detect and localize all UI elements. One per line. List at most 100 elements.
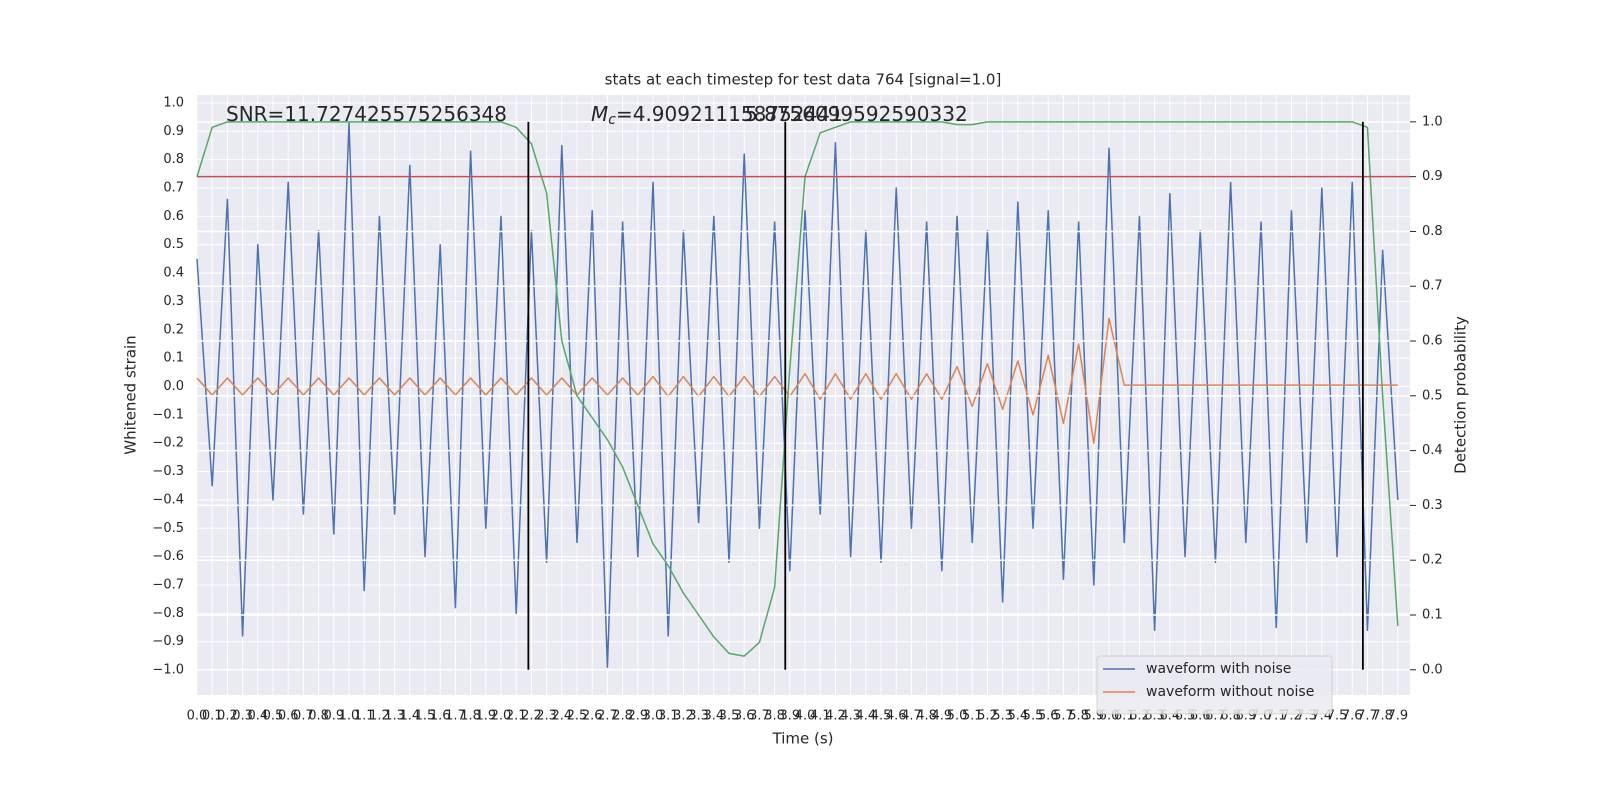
- y-tick-label: 1.0: [163, 95, 184, 110]
- y-tick-label: 0.1: [163, 351, 184, 366]
- y-tick-label: 0.3: [163, 294, 184, 309]
- x-tick-label: 1.0: [339, 709, 360, 724]
- x-tick-label: 2.8: [612, 709, 633, 724]
- x-tick-label: 3.4: [703, 709, 724, 724]
- x-tick-label: 2.0: [491, 709, 512, 724]
- y2-tick-label: 0.5: [1422, 388, 1443, 403]
- x-tick-label: 1.1: [354, 709, 375, 724]
- y-tick-label: 0.2: [163, 322, 184, 337]
- x-tick-label: 4.3: [840, 709, 861, 724]
- x-tick-label: 0.4: [247, 709, 268, 724]
- annotation: Mc=4.909211158752441: [591, 102, 843, 129]
- y-tick-label: 0.7: [163, 181, 184, 196]
- y-tick-label: 0.4: [163, 266, 184, 281]
- x-tick-label: 1.8: [460, 709, 481, 724]
- x-tick-label: 3.3: [688, 709, 709, 724]
- y-tick-label: −0.4: [152, 492, 184, 507]
- y2-tick-label: 0.1: [1422, 608, 1443, 623]
- x-tick-label: 4.1: [810, 709, 831, 724]
- y-tick-label: 0.8: [163, 152, 184, 167]
- x-tick-label: 5.8: [1068, 709, 1089, 724]
- x-tick-label: 4.2: [825, 709, 846, 724]
- y2-tick-label: 0.6: [1422, 334, 1443, 349]
- annotation-subscript: c: [608, 112, 616, 128]
- y-tick-label: 0.9: [163, 124, 184, 139]
- annotation-text: =4.909211158752441: [616, 102, 843, 126]
- x-tick-label: 0.8: [308, 709, 329, 724]
- series-line: [196, 122, 1399, 668]
- legend-label: waveform with noise: [1146, 661, 1291, 677]
- x-tick-label: 3.9: [779, 709, 800, 724]
- x-tick-label: 4.6: [886, 709, 907, 724]
- legend-label: waveform without noise: [1146, 684, 1314, 700]
- annotation-symbol: M: [591, 102, 608, 126]
- series-line: [196, 317, 1398, 444]
- annotation: SNR=11.727425575256348: [226, 102, 507, 126]
- x-tick-label: 3.8: [764, 709, 785, 724]
- x-tick-label: 5.7: [1053, 709, 1074, 724]
- y2-tick-label: 0.9: [1422, 169, 1443, 184]
- x-tick-label: 0.2: [217, 709, 238, 724]
- y2-tick-label: 0.0: [1422, 662, 1443, 677]
- y-tick-label: −0.5: [152, 521, 184, 536]
- annotation: 5.8756099592590332: [745, 102, 968, 126]
- x-tick-label: 1.7: [445, 709, 466, 724]
- x-tick-label: 1.3: [384, 709, 405, 724]
- x-tick-label: 5.2: [977, 709, 998, 724]
- y-tick-label: −0.7: [152, 577, 184, 592]
- y-tick-label: −0.6: [152, 549, 184, 564]
- x-tick-label: 0.9: [323, 709, 344, 724]
- x-tick-label: 1.4: [399, 709, 420, 724]
- y-tick-label: −0.9: [152, 634, 184, 649]
- y2-tick-label: 0.3: [1422, 498, 1443, 513]
- y2-tick-label: 0.7: [1422, 279, 1443, 294]
- x-tick-label: 1.2: [369, 709, 390, 724]
- annotation-text: 5.8756099592590332: [745, 102, 968, 126]
- series-line: [196, 121, 1399, 657]
- x-tick-label: 4.9: [931, 709, 952, 724]
- x-tick-label: 4.5: [871, 709, 892, 724]
- x-tick-label: 0.3: [232, 709, 253, 724]
- y2-tick-label: 0.8: [1422, 224, 1443, 239]
- x-axis-label: Time (s): [772, 730, 834, 748]
- x-tick-label: 4.8: [916, 709, 937, 724]
- x-tick-label: 0.7: [293, 709, 314, 724]
- x-tick-label: 5.4: [1007, 709, 1028, 724]
- x-tick-label: 0.6: [278, 709, 299, 724]
- x-tick-label: 1.9: [475, 709, 496, 724]
- x-tick-label: 3.0: [643, 709, 664, 724]
- x-tick-label: 5.3: [992, 709, 1013, 724]
- x-tick-label: 2.5: [567, 709, 588, 724]
- x-tick-label: 2.6: [582, 709, 603, 724]
- y-tick-label: −1.0: [152, 663, 184, 678]
- x-tick-label: 2.7: [597, 709, 618, 724]
- x-tick-label: 3.7: [749, 709, 770, 724]
- x-tick-label: 3.6: [734, 709, 755, 724]
- x-tick-label: 0.5: [263, 709, 284, 724]
- x-tick-label: 5.5: [1023, 709, 1044, 724]
- annotation-text: SNR=11.727425575256348: [226, 102, 507, 126]
- x-tick-label: 4.0: [795, 709, 816, 724]
- x-tick-label: 2.4: [551, 709, 572, 724]
- x-tick-label: 5.0: [947, 709, 968, 724]
- y-tick-label: 0.5: [163, 237, 184, 252]
- x-tick-label: 4.7: [901, 709, 922, 724]
- y-axis-label: Whitened strain: [122, 335, 140, 454]
- x-tick-label: 7.8: [1372, 709, 1393, 724]
- x-tick-label: 4.4: [855, 709, 876, 724]
- y-tick-label: 0.0: [163, 379, 184, 394]
- x-tick-label: 1.6: [430, 709, 451, 724]
- x-tick-label: 1.5: [415, 709, 436, 724]
- x-tick-label: 3.5: [719, 709, 740, 724]
- legend-box: [1096, 655, 1333, 715]
- x-tick-label: 3.1: [658, 709, 679, 724]
- x-tick-label: 2.2: [521, 709, 542, 724]
- x-tick-label: 2.1: [506, 709, 527, 724]
- y-tick-label: −0.3: [152, 464, 184, 479]
- x-tick-label: 7.6: [1342, 709, 1363, 724]
- y2-tick-label: 0.2: [1422, 553, 1443, 568]
- x-tick-label: 5.6: [1038, 709, 1059, 724]
- y-tick-label: −0.1: [152, 407, 184, 422]
- x-tick-label: 2.3: [536, 709, 557, 724]
